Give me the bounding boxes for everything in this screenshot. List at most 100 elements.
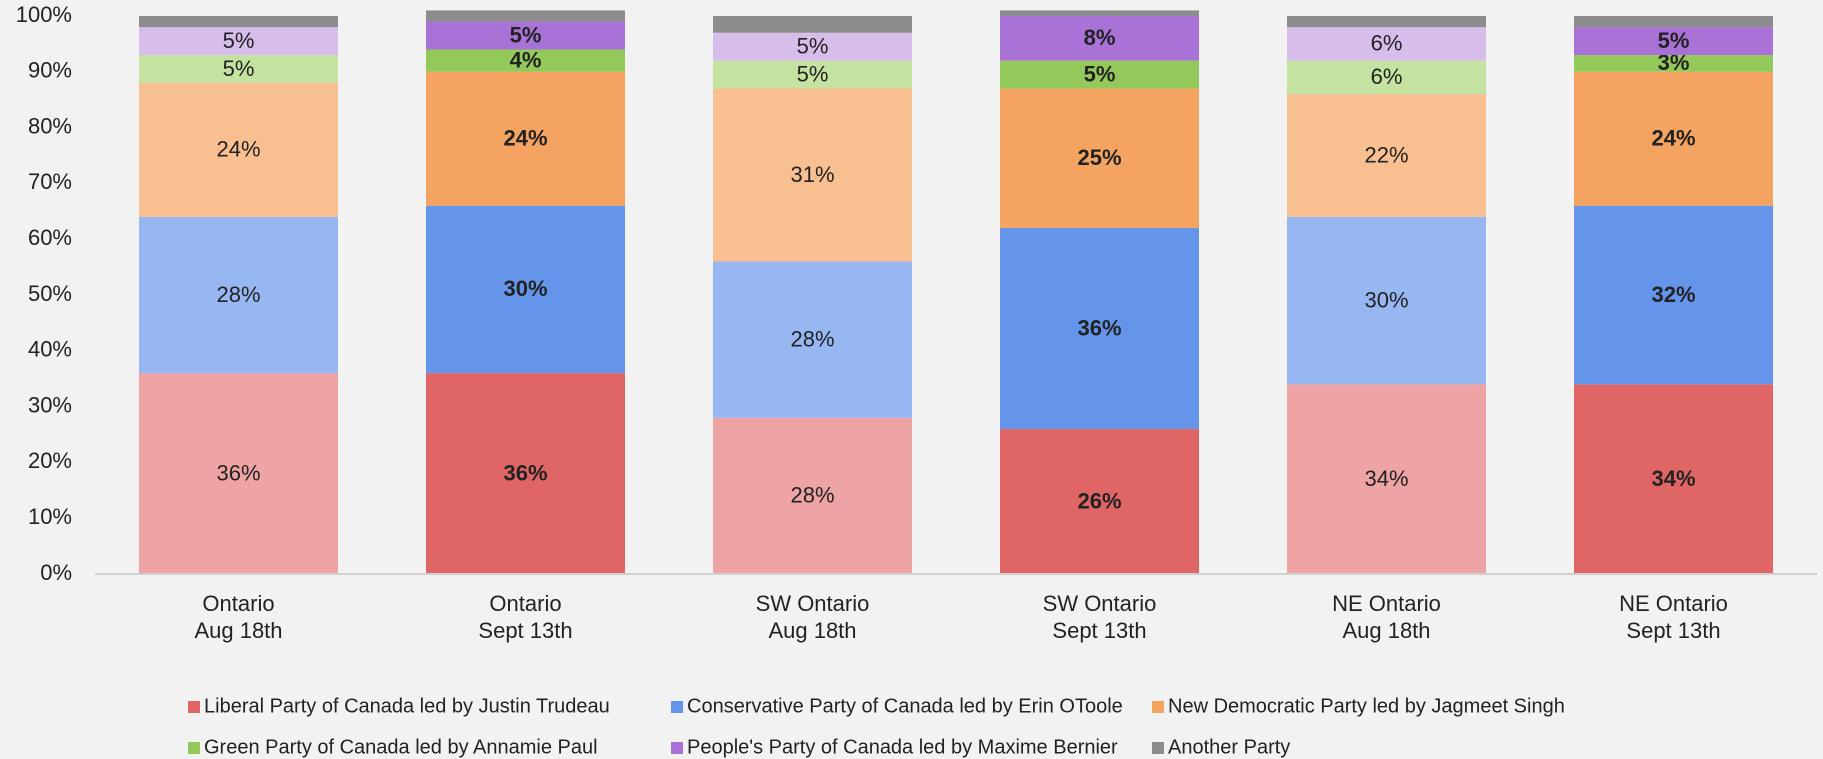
x-tick-label: NE Ontario xyxy=(1332,591,1441,616)
bar-segment xyxy=(1287,94,1486,217)
bar-segment xyxy=(713,417,912,574)
data-label: 36% xyxy=(216,460,260,485)
data-label: 5% xyxy=(797,61,829,86)
legend-label: People's Party of Canada led by Maxime B… xyxy=(687,736,1118,758)
bar-segment xyxy=(1000,88,1199,229)
bar-segment xyxy=(1574,27,1773,56)
data-label: 24% xyxy=(503,126,547,151)
y-tick-label: 10% xyxy=(28,504,72,529)
bar-segment xyxy=(1000,16,1199,61)
bar-segment xyxy=(1287,16,1486,28)
legend-swatch xyxy=(671,701,683,713)
bar-segment xyxy=(1000,10,1199,16)
data-label: 25% xyxy=(1077,145,1121,170)
data-label: 28% xyxy=(790,483,834,508)
bar-segment xyxy=(139,82,338,217)
x-tick-label: SW Ontario xyxy=(1043,591,1157,616)
y-tick-label: 30% xyxy=(28,392,72,417)
y-tick-label: 0% xyxy=(40,560,72,585)
legend-label: New Democratic Party led by Jagmeet Sing… xyxy=(1168,695,1565,717)
bar-segment xyxy=(139,373,338,574)
data-label: 6% xyxy=(1371,31,1403,56)
y-tick-label: 100% xyxy=(16,2,72,27)
data-label: 6% xyxy=(1371,64,1403,89)
bar-segment xyxy=(426,10,625,22)
y-tick-label: 80% xyxy=(28,113,72,138)
bar-segment xyxy=(426,21,625,50)
x-tick-label: Aug 18th xyxy=(768,618,856,643)
bar-segment xyxy=(1574,71,1773,206)
data-label: 5% xyxy=(223,28,255,53)
bar-segment xyxy=(713,32,912,61)
bar-segment xyxy=(426,49,625,72)
x-tick-label: Ontario xyxy=(202,591,274,616)
data-label: 4% xyxy=(510,47,542,72)
bar-segment xyxy=(1574,55,1773,72)
data-label: 5% xyxy=(797,34,829,59)
data-label: 36% xyxy=(1077,315,1121,340)
legend-swatch xyxy=(188,742,200,754)
data-label: 34% xyxy=(1364,466,1408,491)
bar-segment xyxy=(1287,60,1486,95)
legend-label: Green Party of Canada led by Annamie Pau… xyxy=(204,736,598,758)
data-label: 22% xyxy=(1364,142,1408,167)
legend-label: Another Party xyxy=(1168,736,1290,758)
legend-swatch xyxy=(1152,701,1164,713)
bar-segment xyxy=(713,261,912,418)
data-label: 26% xyxy=(1077,488,1121,513)
data-label: 5% xyxy=(510,22,542,47)
y-tick-label: 20% xyxy=(28,448,72,473)
x-tick-label: NE Ontario xyxy=(1619,591,1728,616)
data-label: 24% xyxy=(1651,126,1695,151)
bar-segment xyxy=(713,88,912,262)
data-label: 5% xyxy=(1658,28,1690,53)
legend-swatch xyxy=(188,701,200,713)
y-tick-label: 60% xyxy=(28,225,72,250)
bar-segment xyxy=(139,16,338,28)
bar-segment xyxy=(426,205,625,374)
x-tick-label: Sept 13th xyxy=(1052,618,1146,643)
legend-label: Liberal Party of Canada led by Justin Tr… xyxy=(204,695,610,717)
y-tick-label: 90% xyxy=(28,58,72,83)
bar-segment xyxy=(139,27,338,56)
data-label: 8% xyxy=(1084,25,1116,50)
data-label: 28% xyxy=(216,282,260,307)
x-tick-label: Aug 18th xyxy=(194,618,282,643)
data-label: 32% xyxy=(1651,282,1695,307)
data-label: 30% xyxy=(1364,287,1408,312)
data-label: 30% xyxy=(503,276,547,301)
bar-segment xyxy=(1287,384,1486,574)
bar-segment xyxy=(426,71,625,206)
data-label: 36% xyxy=(503,460,547,485)
x-tick-label: SW Ontario xyxy=(756,591,870,616)
legend-label: Conservative Party of Canada led by Erin… xyxy=(687,695,1123,717)
data-label: 5% xyxy=(223,56,255,81)
bar-segment xyxy=(1574,384,1773,574)
bar-segment xyxy=(426,373,625,574)
x-tick-label: Sept 13th xyxy=(1626,618,1720,643)
data-label: 5% xyxy=(1084,61,1116,86)
bar-segment xyxy=(1287,216,1486,385)
bar-segment xyxy=(1000,60,1199,89)
data-label: 34% xyxy=(1651,466,1695,491)
bar-segment xyxy=(713,16,912,33)
bar-segment xyxy=(713,60,912,89)
legend-swatch xyxy=(1152,742,1164,754)
bar-segment xyxy=(1287,27,1486,61)
bar-segment xyxy=(1574,16,1773,28)
bar-segment xyxy=(1574,205,1773,385)
y-tick-label: 40% xyxy=(28,337,72,362)
y-tick-label: 50% xyxy=(28,281,72,306)
y-tick-label: 70% xyxy=(28,169,72,194)
bar-segment xyxy=(139,216,338,374)
bar-segment xyxy=(1000,228,1199,429)
data-label: 28% xyxy=(790,326,834,351)
x-tick-label: Sept 13th xyxy=(478,618,572,643)
x-tick-label: Aug 18th xyxy=(1342,618,1430,643)
legend-swatch xyxy=(671,742,683,754)
data-label: 24% xyxy=(216,137,260,162)
x-tick-label: Ontario xyxy=(489,591,561,616)
bar-segment xyxy=(139,55,338,83)
bar-segment xyxy=(1000,428,1199,574)
